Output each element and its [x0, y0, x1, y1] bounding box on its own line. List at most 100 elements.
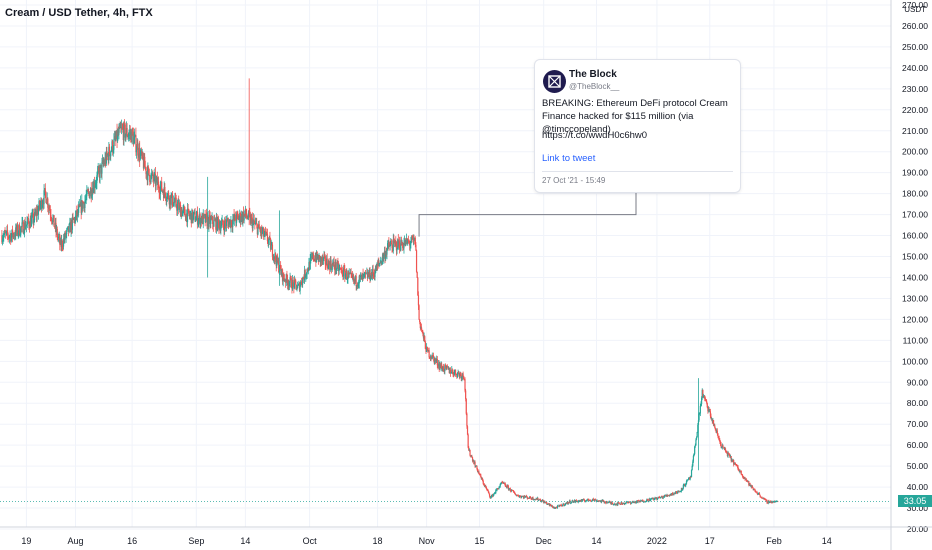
candle-body: [80, 201, 82, 214]
candle-body: [707, 407, 709, 412]
candle-body: [54, 226, 56, 228]
candle-body: [499, 486, 501, 488]
candles: [1, 78, 779, 509]
candle-body: [237, 215, 240, 220]
candle-body: [341, 268, 343, 270]
candle-body: [631, 501, 633, 503]
candle-body: [664, 494, 666, 497]
candle-body: [378, 262, 380, 264]
x-tick-label: Dec: [536, 536, 553, 546]
candle-body: [650, 498, 652, 501]
candle-body: [538, 499, 540, 501]
candle-body: [542, 500, 544, 502]
y-tick-label: 200.00: [902, 147, 928, 157]
candle-body: [22, 221, 24, 234]
candle-body: [619, 504, 622, 506]
candle-body: [359, 276, 362, 278]
candle-body: [751, 486, 754, 489]
candle-body: [689, 477, 691, 479]
candle-body: [500, 481, 503, 484]
candle-body: [379, 262, 381, 264]
candle-body: [701, 389, 703, 398]
candle-body: [325, 258, 328, 265]
candle-body: [420, 327, 422, 329]
candle-body: [710, 416, 712, 420]
y-tick-label: 120.00: [902, 314, 928, 324]
candle-body: [573, 500, 576, 502]
tweet-text: BREAKING: Ethereum DeFi protocol Cream F…: [542, 98, 728, 135]
candle-body: [431, 357, 433, 359]
candle-body: [106, 154, 109, 156]
candle-body: [34, 211, 36, 221]
candle-body: [335, 262, 337, 271]
candle-body: [711, 418, 713, 422]
candle-body: [351, 273, 353, 276]
candle-body: [73, 218, 75, 220]
candle-body: [435, 360, 437, 362]
candle-body: [105, 157, 107, 164]
candle-body: [687, 478, 689, 480]
candle-body: [617, 502, 619, 505]
y-tick-label: 100.00: [902, 356, 928, 366]
candle-body: [96, 175, 98, 184]
candle-body: [29, 218, 31, 229]
candle-body: [94, 185, 96, 189]
candle-body: [361, 273, 364, 280]
candle-body: [444, 365, 447, 366]
candle-body: [166, 194, 168, 200]
candle-body: [178, 201, 180, 210]
candle-body: [142, 159, 145, 169]
candle-body: [214, 219, 216, 221]
candle-body: [728, 453, 730, 455]
candle-body: [315, 257, 317, 262]
candle-body: [656, 498, 659, 500]
candle-body: [700, 397, 703, 405]
candle-body: [432, 354, 434, 356]
candle-body: [402, 243, 404, 248]
candle-body: [370, 273, 372, 280]
candle-body: [249, 214, 252, 224]
candle-body: [772, 501, 774, 503]
y-tick-label: 20.00: [907, 524, 929, 534]
candle-body: [428, 350, 430, 358]
tweet-date: 27 Oct '21 - 15:49: [542, 176, 606, 185]
candle-body: [161, 190, 163, 192]
candle-body: [312, 253, 314, 260]
candle-body: [33, 220, 35, 223]
candle-body: [138, 147, 140, 158]
candle-body: [517, 495, 519, 497]
candle-body: [115, 138, 117, 140]
candle-body: [767, 502, 769, 504]
candle-body: [112, 141, 114, 153]
candle-body: [578, 500, 581, 502]
candle-body: [311, 256, 313, 258]
candle-body: [410, 236, 413, 243]
candle-body: [159, 186, 162, 195]
candle-body: [685, 484, 687, 486]
candle-body: [174, 197, 177, 199]
candle-body: [580, 499, 583, 502]
candle-body: [509, 488, 511, 490]
candle-body: [317, 256, 319, 262]
candle-body: [62, 246, 64, 248]
candle-body: [282, 273, 284, 282]
candle-body: [395, 242, 398, 251]
y-tick-label: 110.00: [903, 335, 929, 345]
candle-body: [560, 504, 562, 506]
candle-body: [246, 216, 248, 219]
candle-body: [597, 501, 600, 502]
candle-body: [582, 499, 584, 501]
candle-body: [278, 270, 280, 273]
tweet-url[interactable]: https://t.co/wwdH0c6hw0: [542, 130, 648, 141]
candle-body: [724, 448, 726, 450]
tweet-card[interactable]: The Block @TheBlock__ BREAKING: Ethereum…: [534, 59, 741, 193]
candle-body: [207, 217, 209, 227]
link-to-tweet[interactable]: Link to tweet: [542, 153, 596, 164]
candle-body: [132, 133, 134, 145]
candle-body: [5, 232, 7, 234]
candle-body: [452, 371, 454, 375]
candle-body: [118, 125, 121, 129]
candle-body: [152, 172, 154, 179]
candle-body: [677, 491, 679, 493]
candle-body: [203, 214, 206, 216]
